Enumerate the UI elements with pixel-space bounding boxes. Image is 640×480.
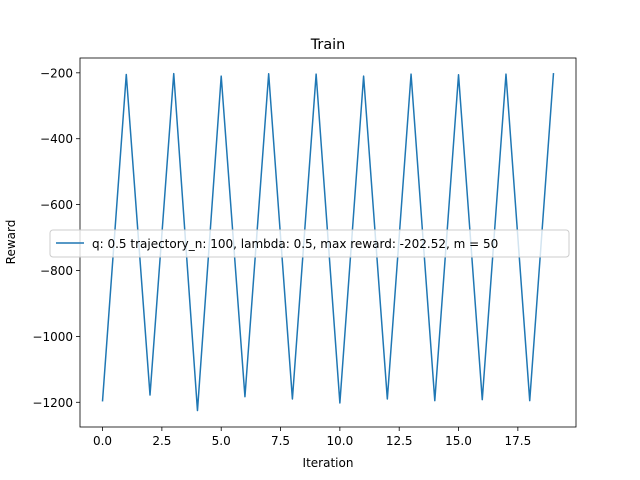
x-tick-label: 2.5 [152,434,171,448]
x-tick-label: 12.5 [386,434,413,448]
legend: q: 0.5 trajectory_n: 100, lambda: 0.5, m… [49,229,570,258]
y-axis: −200 −400 −600 −800 −1000 −1200 [32,66,80,410]
y-tick-label: −400 [40,132,73,146]
x-tick-label: 10.0 [327,434,354,448]
x-axis: 0.0 2.5 5.0 7.5 10.0 12.5 15.0 17.5 [93,427,531,448]
x-tick-label: 17.5 [504,434,531,448]
y-tick-label: −1000 [32,330,73,344]
legend-box [49,229,570,258]
x-tick-label: 15.0 [445,434,472,448]
y-tick-label: −800 [40,264,73,278]
legend-entry: q: 0.5 trajectory_n: 100, lambda: 0.5, m… [92,237,498,251]
y-tick-label: −200 [40,66,73,80]
x-tick-label: 5.0 [212,434,231,448]
y-axis-label: Reward [4,220,18,265]
x-axis-label: Iteration [303,456,354,470]
y-tick-label: −1200 [32,396,73,410]
y-tick-label: −600 [40,198,73,212]
x-tick-label: 7.5 [271,434,290,448]
x-tick-label: 0.0 [93,434,112,448]
chart-title: Train [310,37,346,53]
